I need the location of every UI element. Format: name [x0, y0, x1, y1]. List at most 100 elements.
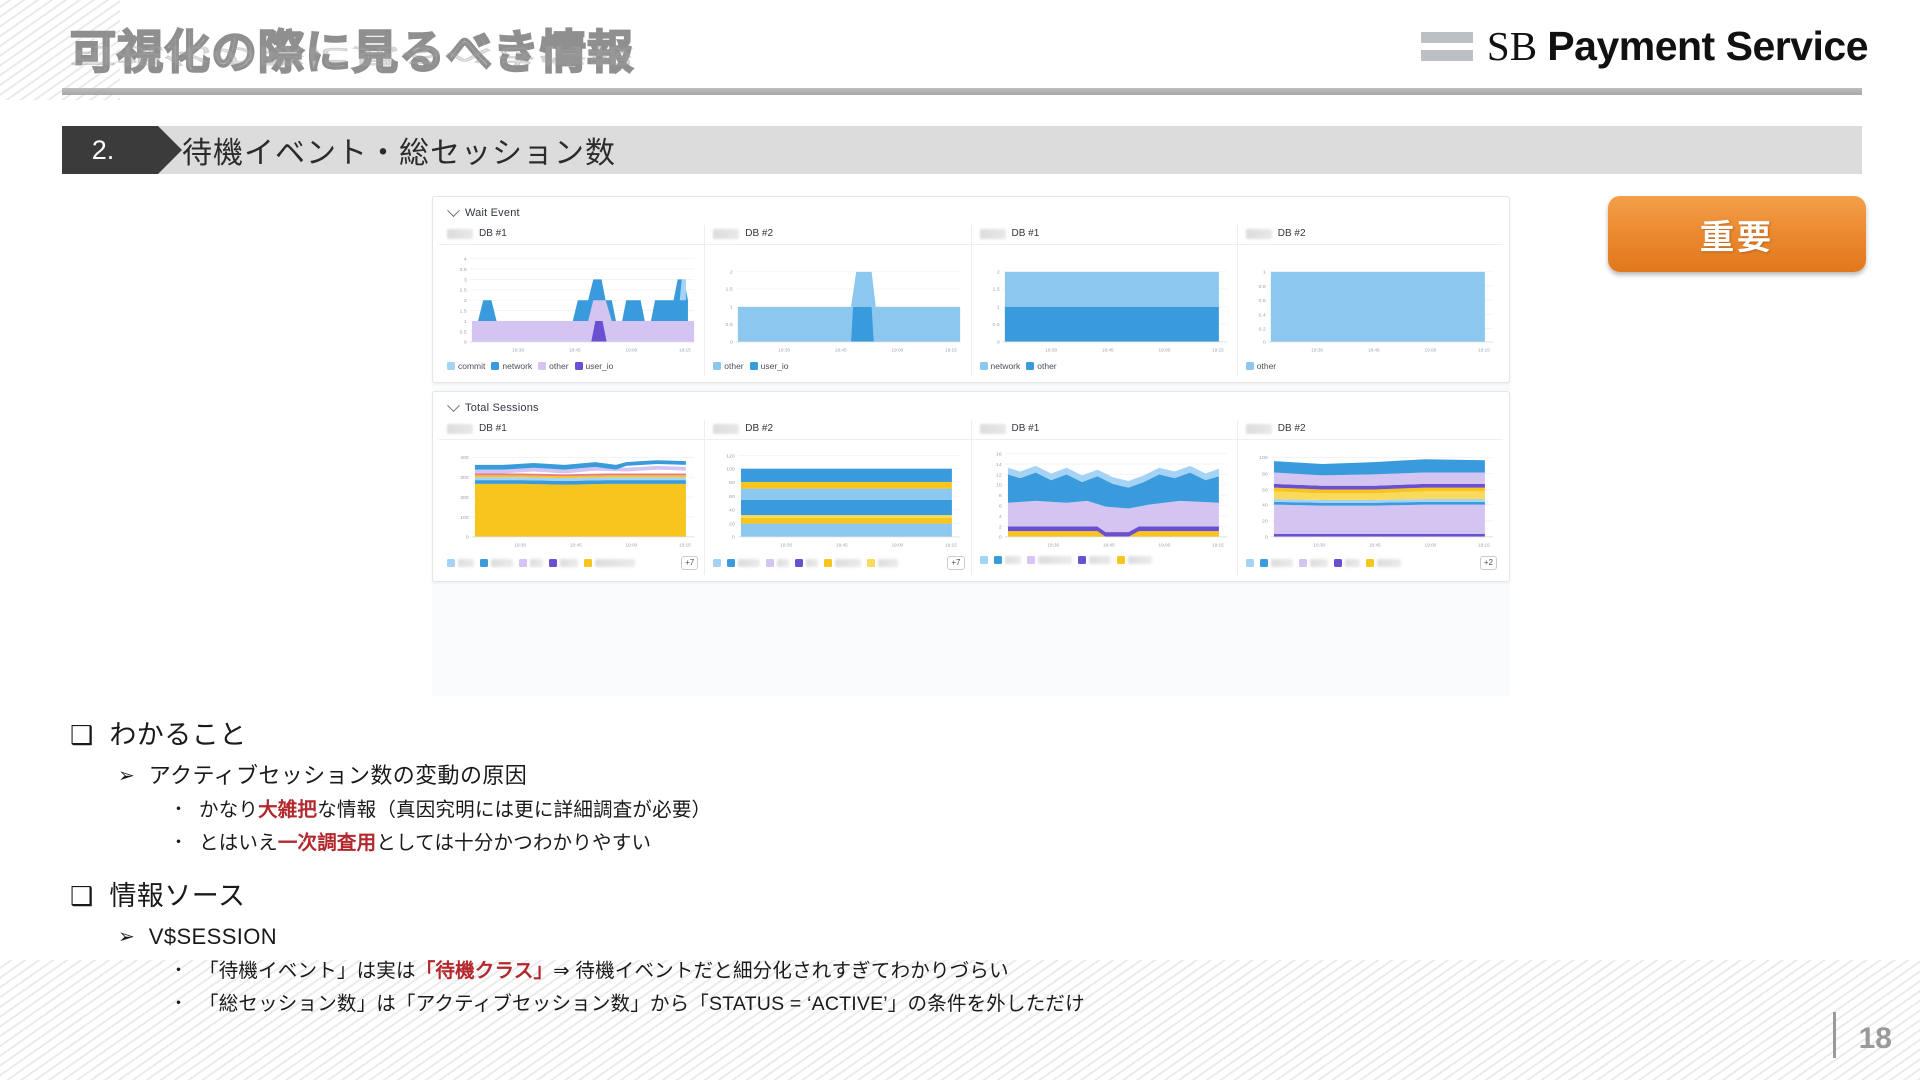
legend-item[interactable] [447, 559, 474, 567]
legend-item[interactable]: network [491, 361, 532, 371]
legend-item[interactable] [795, 559, 819, 567]
legend-overflow-badge[interactable]: +2 [1479, 556, 1497, 570]
legend-swatch [979, 556, 988, 564]
panel-title: DB #1 [479, 423, 507, 434]
legend-item[interactable] [1259, 559, 1293, 567]
legend-item[interactable]: other [713, 361, 744, 371]
chart-area-total-sessions-db2: 120 100 80 60 40 20 0 [705, 440, 970, 552]
legend-item[interactable] [979, 556, 988, 564]
legend-item[interactable]: network [979, 361, 1020, 371]
chart-panel[interactable]: DB #2 1 0.8 0.6 0.4 0.2 0 [1236, 225, 1503, 376]
legend-item[interactable] [713, 559, 722, 567]
legend-swatch [447, 362, 455, 370]
legend-label-redacted [777, 559, 790, 567]
svg-text:1: 1 [730, 305, 733, 311]
legend-swatch [584, 559, 592, 567]
legend-item[interactable]: other [538, 361, 569, 371]
legend-swatch [1026, 556, 1035, 564]
svg-text:19:00: 19:00 [1424, 347, 1436, 352]
svg-text:0: 0 [1265, 535, 1268, 541]
text-pre: 「総セッション数」は「アクティブセッション数」から「STATUS = ‘ACTI… [199, 993, 1085, 1015]
chart-panel[interactable]: DB #1 16 14 12 [970, 420, 1237, 575]
legend-overflow-badge[interactable]: +7 [947, 556, 965, 570]
legend-item[interactable]: user_io [574, 361, 613, 371]
svg-text:18:45: 18:45 [569, 347, 581, 352]
legend-item[interactable] [867, 559, 899, 567]
legend-item[interactable] [727, 559, 761, 567]
chart-area-total-sessions-db1-b: 16 14 12 10 8 6 4 2 0 18:30 18:45 [972, 440, 1237, 552]
legend-item[interactable] [824, 559, 862, 567]
chart-panel[interactable]: DB #2 2 1.5 1 0.5 0 [704, 225, 971, 376]
legend-item[interactable] [1245, 559, 1254, 567]
bullet-level3: ・ 「待機イベント」は実は「待機クラス」⇒ 待機イベントだと細分化されすぎてわか… [170, 957, 1710, 985]
legend-item[interactable] [549, 559, 578, 567]
panel-title-bar: DB #2 [1237, 225, 1503, 245]
legend-label-redacted [878, 559, 899, 567]
svg-text:18:45: 18:45 [836, 542, 848, 547]
chart-panel[interactable]: DB #1 400 300 200 100 0 [439, 420, 705, 575]
legend-item[interactable] [766, 559, 790, 567]
legend-swatch [1077, 556, 1086, 564]
legend-overflow-badge[interactable]: +7 [681, 556, 699, 570]
legend-item[interactable] [1298, 559, 1328, 567]
chart-panel[interactable]: DB #2 120 100 80 60 40 2 [704, 420, 971, 575]
page-title: 可視化の際に見るべき情報 [69, 25, 634, 79]
chart-legend: +7 [439, 552, 704, 575]
svg-text:1: 1 [996, 305, 999, 311]
svg-text:18:45: 18:45 [570, 542, 582, 547]
legend-swatch [1245, 362, 1254, 370]
legend-label-redacted [806, 559, 819, 567]
chevron-down-icon [447, 203, 460, 217]
chart-svg: 100 80 60 40 20 0 [1259, 455, 1493, 547]
panel-title: DB #1 [479, 228, 507, 239]
panel-title: DB #1 [1011, 228, 1040, 239]
chart-legend: other [1238, 357, 1503, 376]
legend-item[interactable] [519, 559, 543, 567]
legend-item[interactable]: other [1245, 361, 1276, 371]
svg-text:2: 2 [730, 270, 733, 276]
legend-item[interactable] [1116, 556, 1152, 564]
legend-item[interactable] [1333, 559, 1360, 567]
group-header-total-sessions[interactable]: Total Sessions [439, 398, 1503, 420]
panel-title: DB #2 [745, 228, 774, 239]
legend-swatch [1259, 559, 1268, 567]
bullet-marker-square-icon: ❑ [70, 720, 94, 750]
legend-item[interactable]: user_io [749, 361, 789, 371]
legend-item[interactable] [480, 559, 513, 567]
chart-panel[interactable]: DB #1 4 3.5 3 [439, 225, 705, 376]
chart-area-total-sessions-db1: 400 300 200 100 0 18: [439, 440, 704, 552]
svg-text:16: 16 [996, 452, 1002, 458]
svg-text:18:30: 18:30 [1045, 347, 1057, 352]
legend-item[interactable] [1365, 559, 1401, 567]
bullet-level1-text: 情報ソース [109, 881, 246, 911]
group-header-wait-event[interactable]: Wait Event [439, 203, 1503, 225]
legend-item[interactable] [584, 559, 635, 567]
chart-panel[interactable]: DB #2 100 80 60 40 20 0 [1236, 420, 1503, 575]
panel-row-wait-event: DB #1 4 3.5 3 [439, 225, 1503, 376]
text-highlight: 大雑把 [258, 799, 318, 821]
legend-item[interactable]: commit [447, 361, 485, 371]
svg-text:40: 40 [1262, 503, 1268, 509]
text-pre: かなり [199, 799, 259, 821]
legend-item[interactable] [1026, 556, 1072, 564]
chart-panel[interactable]: DB #1 2 1.5 1 0.5 0 [970, 225, 1237, 376]
bullet-level1: ❑ 情報ソース [70, 879, 1710, 913]
legend-swatch [1298, 559, 1307, 567]
svg-text:18:30: 18:30 [512, 347, 524, 352]
panel-title: DB #2 [745, 423, 774, 434]
legend-label: other [724, 361, 744, 371]
redacted-host-label [713, 228, 740, 239]
svg-text:19:15: 19:15 [1211, 347, 1223, 352]
section-heading: 待機イベント・総セッション数 [182, 137, 616, 170]
panel-title-bar: DB #2 [705, 225, 971, 245]
legend-swatch [749, 362, 758, 370]
bullet-marker-dot-icon: ・ [170, 800, 187, 819]
redacted-host-label [447, 228, 473, 239]
chart-legend: +7 [705, 552, 970, 575]
bullet-level2: ➢ V$SESSION [118, 922, 1710, 952]
legend-item[interactable] [993, 556, 1021, 564]
legend-item[interactable] [1077, 556, 1111, 564]
chart-area-wait-event-db1: 4 3.5 3 2.5 2 1.5 1 0.5 0 [439, 245, 704, 357]
legend-item[interactable]: other [1026, 361, 1057, 371]
svg-text:20: 20 [1262, 519, 1268, 525]
